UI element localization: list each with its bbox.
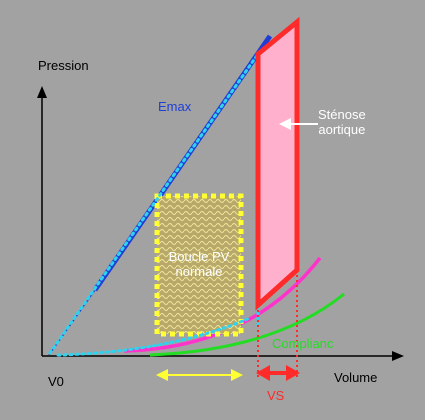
vs-arrowhead-left xyxy=(256,365,270,381)
boucle-label-line-2: normale xyxy=(175,264,223,279)
x-axis-label: Volume xyxy=(334,370,378,385)
x-axis-arrowhead xyxy=(392,351,404,361)
vs-arrowhead-right xyxy=(286,365,300,381)
compliance-curve xyxy=(149,292,345,357)
stenose-label-line-1: Sténose xyxy=(318,107,366,122)
normal-pv-loop xyxy=(154,193,244,337)
v0-label: V0 xyxy=(48,374,64,389)
emax-label: Emax xyxy=(158,99,192,114)
yellow-arrowhead-left xyxy=(156,369,168,381)
yellow-arrowhead-right xyxy=(231,369,243,381)
vs-label: VS xyxy=(267,388,285,403)
cyan-dotted-line-left xyxy=(48,52,260,355)
boucle-label-line-1: Boucle PV xyxy=(168,249,230,264)
stenose-pointer-head xyxy=(279,118,291,130)
stenose-label: Sténose aortique xyxy=(318,107,366,137)
boucle-label: Boucle PV normale xyxy=(163,249,235,279)
stenosis-loop xyxy=(255,16,300,311)
y-axis-label: Pression xyxy=(38,58,89,73)
y-axis-arrowhead xyxy=(37,86,47,98)
stenose-label-line-2: aortique xyxy=(318,122,366,137)
cyan-dotted-curve-bottom xyxy=(56,316,252,357)
compliance-label: Complianc xyxy=(272,336,334,351)
